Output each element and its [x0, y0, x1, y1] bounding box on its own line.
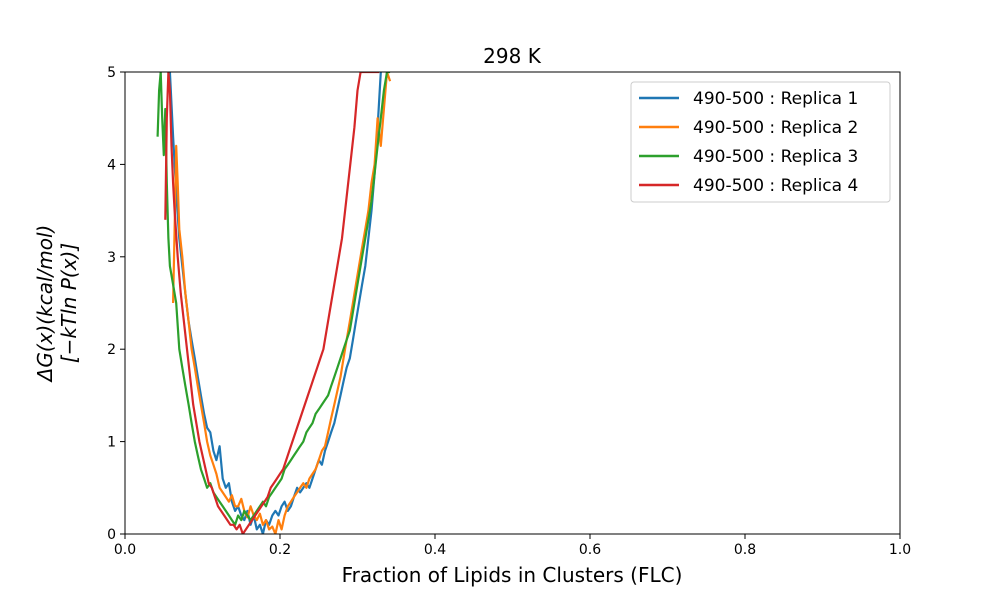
legend-label-replica-2: 490-500 : Replica 2: [693, 118, 858, 138]
x-tick-label: 0.4: [424, 542, 446, 558]
x-axis: 0.0 0.2 0.4 0.6 0.8 1.0: [114, 534, 911, 558]
y-axis-label-line2: [−kTln P(x)]: [57, 243, 81, 363]
series-line-replica-2: [172, 72, 392, 534]
y-tick-label: 0: [107, 527, 116, 543]
x-tick-label: 0.6: [579, 542, 601, 558]
chart-title: 298 K: [483, 44, 542, 68]
y-axis: 0 1 2 3 4 5: [107, 65, 125, 543]
y-tick-label: 3: [107, 250, 116, 266]
series-line-replica-3: [156, 72, 391, 526]
x-tick-label: 0.8: [734, 542, 756, 558]
y-tick-label: 2: [107, 342, 116, 358]
plot-frame: [124, 71, 901, 535]
y-tick-label: 1: [107, 435, 116, 451]
x-tick-label: 0.0: [114, 542, 136, 558]
series-layer: [156, 72, 392, 534]
legend-label-replica-4: 490-500 : Replica 4: [693, 176, 858, 196]
y-axis-label: ΔG(x)(kcal/mol) [−kTln P(x)]: [33, 225, 81, 384]
legend-box: [630, 81, 891, 203]
legend-label-replica-1: 490-500 : Replica 1: [693, 89, 858, 109]
y-tick-label: 4: [107, 157, 116, 173]
series-line-replica-1: [168, 72, 382, 534]
y-tick-label: 5: [107, 65, 116, 81]
x-tick-label: 1.0: [889, 542, 911, 558]
series-line-replica-4: [164, 72, 380, 534]
x-tick-label: 0.2: [269, 542, 291, 558]
legend-label-replica-3: 490-500 : Replica 3: [693, 147, 858, 167]
legend: 490-500 : Replica 1 490-500 : Replica 2 49…: [630, 81, 891, 203]
x-axis-label: Fraction of Lipids in Clusters (FLC): [342, 563, 683, 587]
y-axis-label-line1: ΔG(x)(kcal/mol): [33, 225, 57, 384]
